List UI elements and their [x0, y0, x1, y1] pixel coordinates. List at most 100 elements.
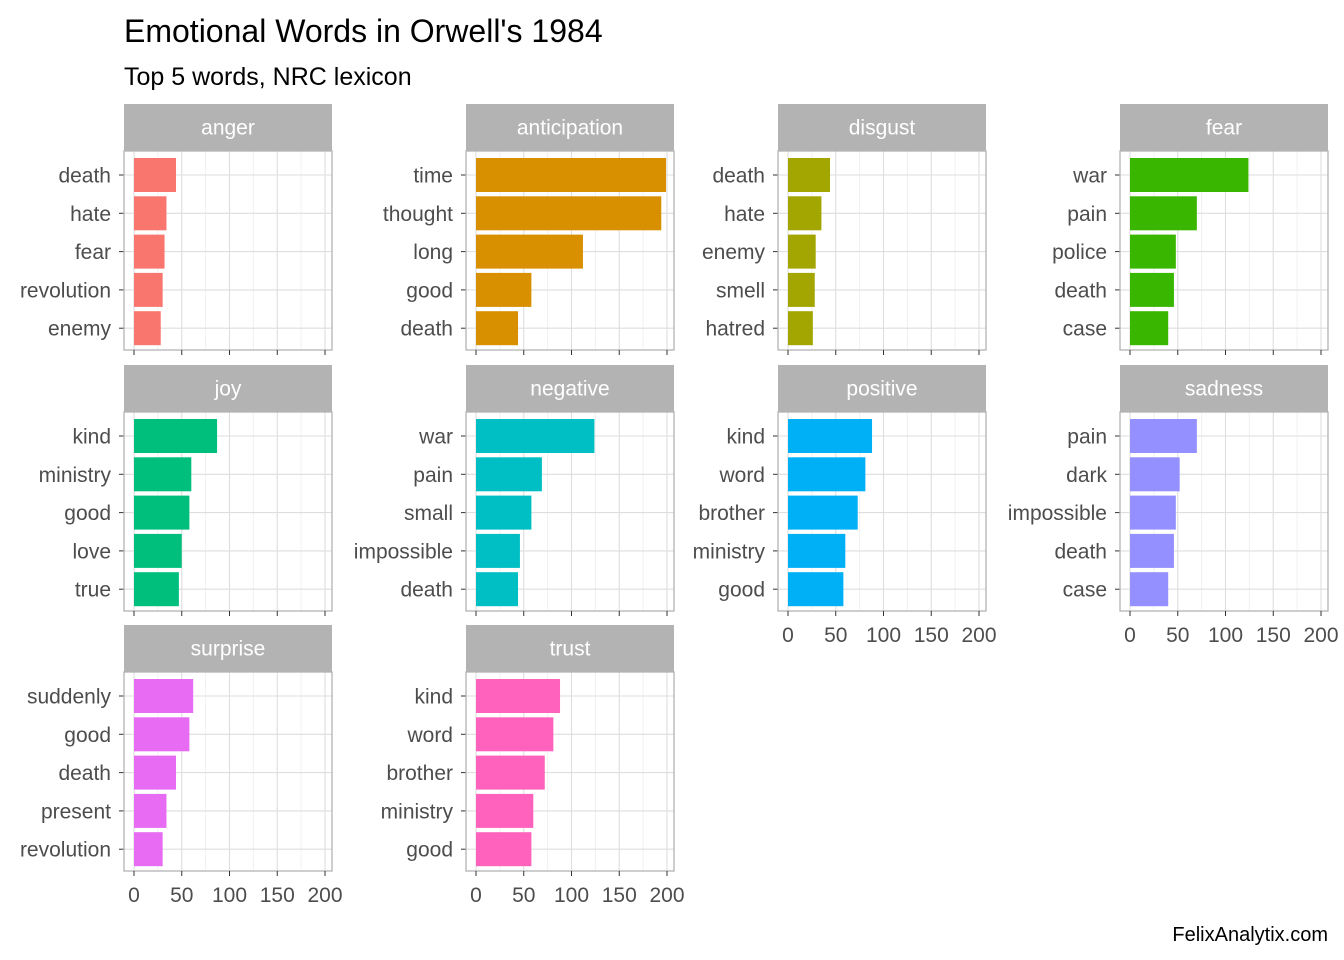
- facet-panel-negative: negative war pain small impossible death: [354, 365, 675, 616]
- facet-panel-fear: fear war pain police death case: [1052, 104, 1329, 355]
- category-label: impossible: [1008, 502, 1107, 525]
- x-tick-label: 0: [782, 624, 794, 647]
- x-tick-label: 150: [602, 884, 637, 907]
- facet-strip: [778, 104, 986, 151]
- category-label: kind: [414, 686, 453, 709]
- bar-sadness-dark: [1130, 457, 1180, 492]
- x-tick-label: 200: [649, 884, 684, 907]
- bar-trust-word: [476, 717, 554, 752]
- category-label: pain: [413, 464, 453, 487]
- bar-anticipation-death: [476, 311, 519, 346]
- category-label: word: [406, 724, 453, 747]
- category-label: love: [72, 540, 111, 563]
- category-label: kind: [726, 426, 765, 449]
- bar-anger-hate: [134, 196, 167, 231]
- category-label: hate: [724, 203, 765, 226]
- category-label: hate: [70, 203, 111, 226]
- x-tick-label: 50: [512, 884, 535, 907]
- bar-joy-ministry: [134, 457, 192, 492]
- facet-strip-label: anticipation: [517, 117, 623, 140]
- bar-positive-kind: [788, 419, 873, 453]
- bar-joy-kind: [134, 419, 218, 453]
- panel-border: [123, 671, 333, 872]
- facet-panel-trust: trust kind word brother ministry good 0 50 100 15…: [381, 625, 685, 907]
- bar-joy-true: [134, 572, 179, 607]
- bar-anticipation-good: [476, 272, 532, 307]
- facet-panel-joy: joy kind ministry good love true: [39, 365, 333, 616]
- facet-grid: anger death hate fear revolution enemy anticip…: [20, 104, 1339, 907]
- bar-trust-brother: [476, 755, 545, 790]
- category-label: suddenly: [27, 686, 112, 709]
- category-label: pain: [1067, 203, 1107, 226]
- category-label: good: [406, 839, 453, 862]
- category-label: police: [1052, 241, 1107, 264]
- facet-strip: [778, 365, 986, 412]
- category-label: ministry: [693, 540, 766, 563]
- x-tick-label: 150: [1256, 624, 1291, 647]
- facet-strip: [124, 365, 332, 412]
- category-label: death: [1054, 279, 1107, 302]
- bar-disgust-enemy: [788, 234, 816, 269]
- category-label: ministry: [39, 464, 112, 487]
- chart-caption: FelixAnalytix.com: [1172, 924, 1328, 946]
- panel-border: [1119, 150, 1329, 351]
- bar-joy-good: [134, 495, 190, 530]
- category-label: death: [712, 165, 765, 188]
- panel-border: [465, 150, 675, 351]
- bar-negative-war: [476, 419, 595, 453]
- category-label: good: [718, 579, 765, 602]
- category-label: war: [418, 426, 453, 449]
- x-tick-label: 200: [1303, 624, 1338, 647]
- bar-trust-kind: [476, 679, 561, 713]
- bar-fear-death: [1130, 272, 1174, 307]
- category-label: impossible: [354, 540, 453, 563]
- x-tick-label: 100: [212, 884, 247, 907]
- category-label: hatred: [705, 318, 765, 341]
- category-label: brother: [698, 502, 765, 525]
- category-label: small: [404, 502, 453, 525]
- x-tick-label: 100: [554, 884, 589, 907]
- facet-strip: [1120, 104, 1328, 151]
- x-tick-label: 0: [128, 884, 140, 907]
- category-label: case: [1063, 579, 1107, 602]
- bar-sadness-impossible: [1130, 495, 1176, 530]
- facet-strip-label: anger: [201, 117, 255, 140]
- category-label: long: [413, 241, 453, 264]
- category-label: good: [64, 502, 111, 525]
- category-label: case: [1063, 318, 1107, 341]
- bar-anger-revolution: [134, 272, 163, 307]
- bar-joy-love: [134, 533, 182, 568]
- x-tick-label: 50: [824, 624, 847, 647]
- x-tick-label: 50: [1166, 624, 1189, 647]
- category-label: good: [406, 279, 453, 302]
- panel-border: [465, 671, 675, 872]
- x-tick-label: 0: [470, 884, 482, 907]
- panel-border: [465, 411, 675, 612]
- category-label: true: [75, 579, 111, 602]
- x-tick-label: 150: [914, 624, 949, 647]
- category-label: revolution: [20, 839, 111, 862]
- panel-border: [777, 411, 987, 612]
- bar-fear-police: [1130, 234, 1176, 269]
- bar-trust-good: [476, 832, 532, 867]
- panel-border: [123, 150, 333, 351]
- chart-title: Emotional Words in Orwell's 1984: [124, 13, 603, 49]
- bar-disgust-smell: [788, 272, 815, 307]
- category-label: death: [58, 762, 111, 785]
- bar-disgust-hate: [788, 196, 822, 231]
- chart-subtitle: Top 5 words, NRC lexicon: [124, 63, 412, 91]
- bar-negative-small: [476, 495, 532, 530]
- panel-border: [1119, 411, 1329, 612]
- facet-strip-label: negative: [530, 378, 609, 401]
- category-label: enemy: [48, 318, 112, 341]
- category-label: death: [58, 165, 111, 188]
- facet-strip: [1120, 365, 1328, 412]
- category-label: fear: [75, 241, 111, 264]
- category-label: present: [41, 800, 111, 823]
- bar-negative-impossible: [476, 533, 520, 568]
- bar-fear-war: [1130, 158, 1249, 192]
- bar-anger-enemy: [134, 311, 161, 346]
- facet-panel-surprise: surprise suddenly good death present revoluti…: [20, 625, 343, 907]
- category-label: brother: [386, 762, 453, 785]
